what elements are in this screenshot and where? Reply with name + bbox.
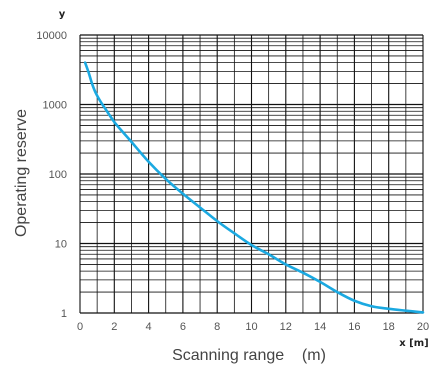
y-tick-label: 100 (49, 169, 67, 181)
x-tick-label: 16 (348, 321, 360, 333)
x-tick-label: 10 (245, 321, 257, 333)
y-tick-label: 10000 (36, 30, 67, 42)
x-tick-label: 8 (214, 321, 220, 333)
x-axis-letter: x [m] (399, 338, 429, 349)
data-series (83, 61, 425, 314)
x-tick-label: 18 (383, 321, 395, 333)
y-tick-label: 1000 (43, 100, 67, 112)
x-tick-label: 0 (77, 321, 83, 333)
x-tick-label: 12 (280, 321, 292, 333)
y-tick-label: 10 (55, 239, 67, 251)
tick-labels: 0 2 4 6 8 10 12 14 16 18 20 1 10 100 1000 10000 (36, 30, 429, 333)
y-axis-title: Operating reserve (13, 109, 30, 237)
x-tick-label: 14 (314, 321, 326, 333)
x-axis-title: Scanning range (m) (172, 347, 326, 364)
x-tick-label: 4 (146, 321, 152, 333)
y-axis-letter: y (59, 9, 66, 20)
y-tick-label: 1 (61, 308, 67, 320)
x-tick-label: 6 (180, 321, 186, 333)
grid (79, 34, 424, 314)
x-tick-label: 2 (111, 321, 117, 333)
x-tick-label: 20 (417, 321, 429, 333)
operating-reserve-curve (83, 61, 425, 314)
